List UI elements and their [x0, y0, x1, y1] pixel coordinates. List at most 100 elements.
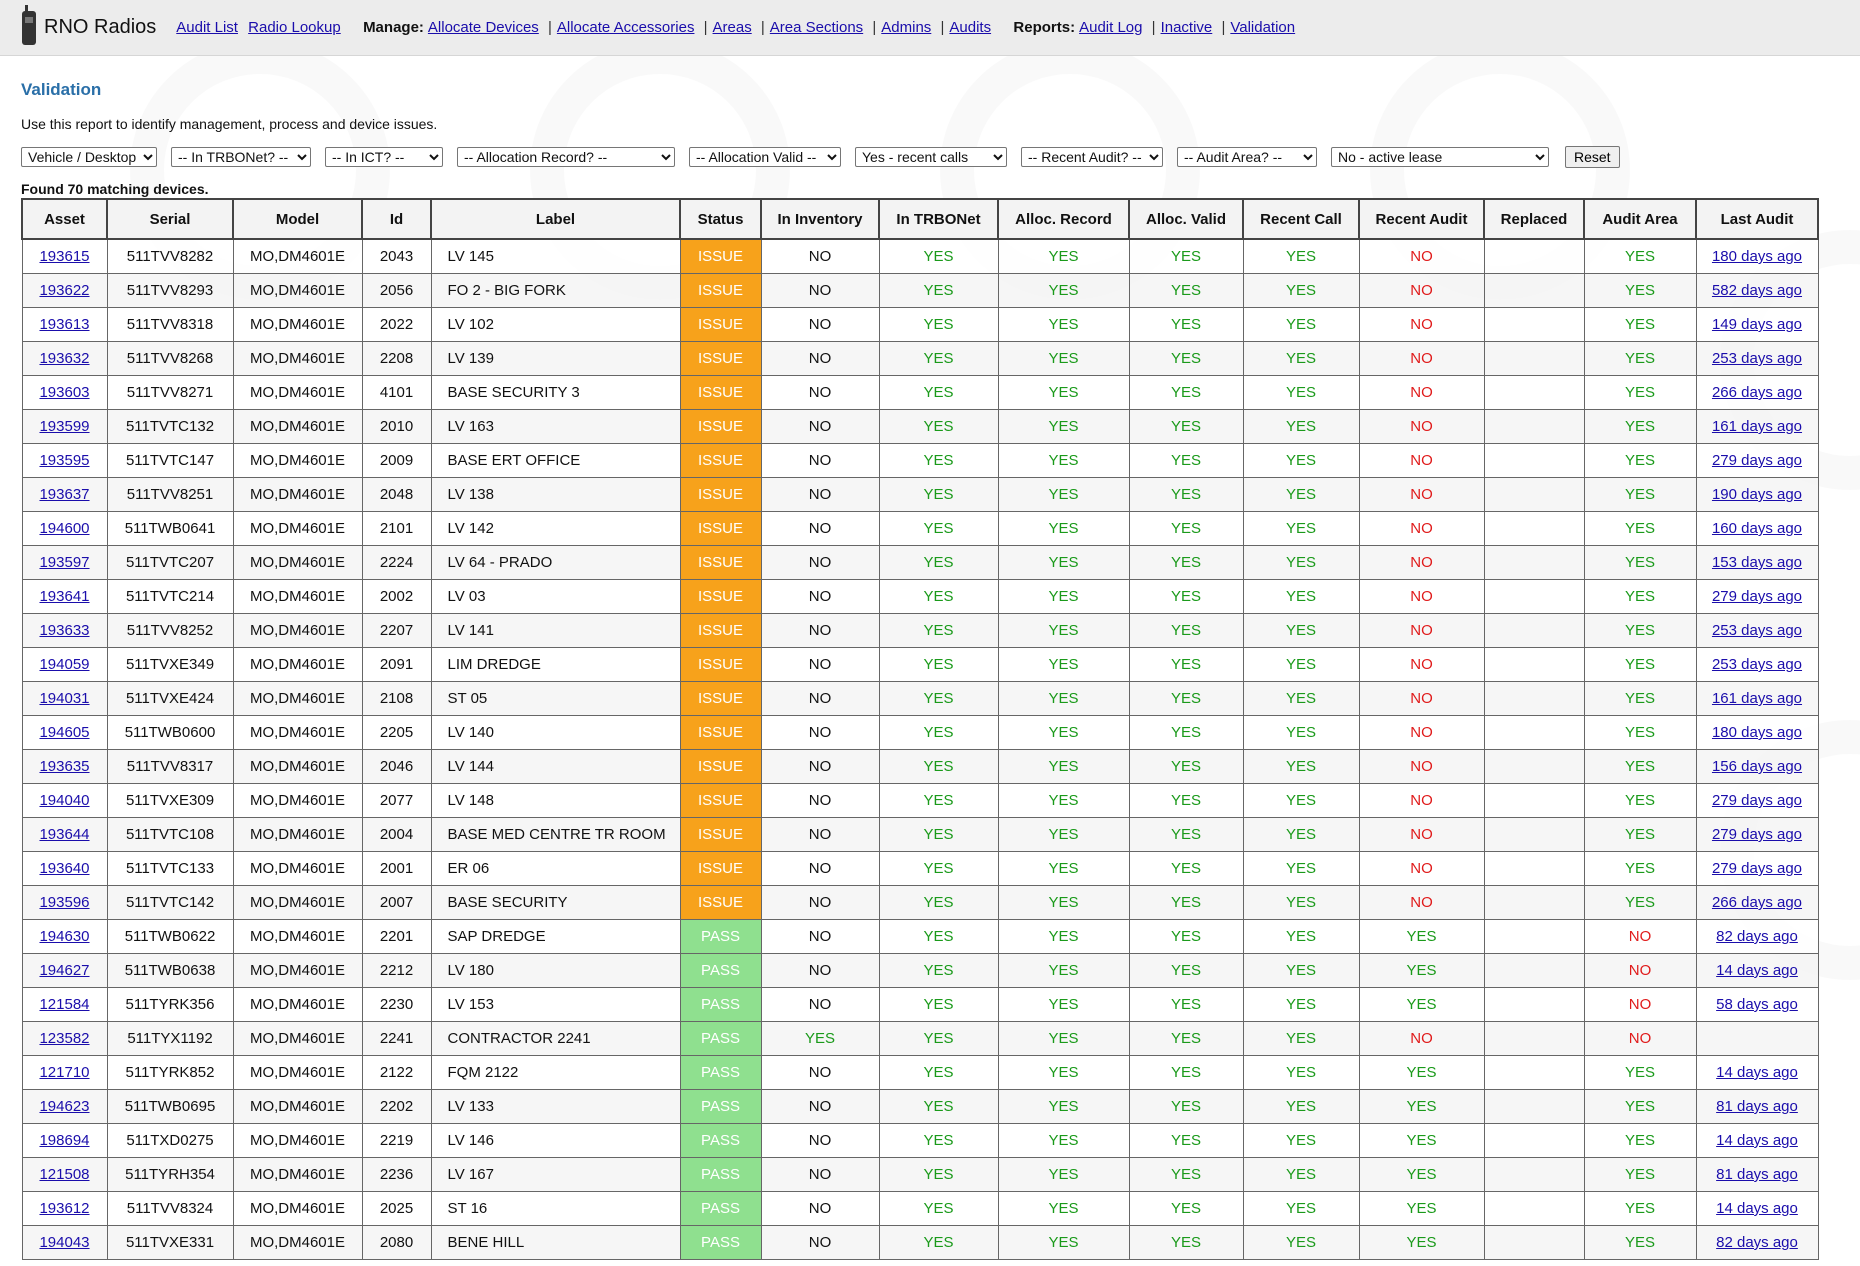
filter-in-trbonet[interactable]: -- In TRBONet? -- [171, 147, 311, 167]
nav-audits[interactable]: Audits [949, 19, 992, 36]
asset-link[interactable]: 193615 [39, 248, 90, 265]
last-audit-link[interactable]: 180 days ago [1711, 248, 1803, 265]
last-audit-link[interactable]: 161 days ago [1711, 690, 1803, 707]
last-audit-link[interactable]: 14 days ago [1716, 1132, 1798, 1149]
nav-audit-log[interactable]: Audit Log [1079, 19, 1143, 36]
asset-link[interactable]: 194031 [39, 690, 90, 707]
asset-link[interactable]: 194040 [39, 792, 90, 809]
last-audit-link[interactable]: 582 days ago [1711, 282, 1803, 299]
asset-link[interactable]: 198694 [39, 1132, 90, 1149]
reset-button[interactable]: Reset [1565, 146, 1620, 168]
asset-link[interactable]: 194623 [39, 1098, 90, 1115]
asset-link[interactable]: 193644 [39, 826, 90, 843]
cell-id: 2077 [361, 783, 432, 818]
asset-link[interactable]: 193633 [39, 622, 90, 639]
last-audit-link[interactable]: 266 days ago [1711, 894, 1803, 911]
asset-link[interactable]: 194600 [39, 520, 90, 537]
nav-areas[interactable]: Areas [712, 19, 752, 36]
asset-link[interactable]: 193595 [39, 452, 90, 469]
asset-link[interactable]: 193622 [39, 282, 90, 299]
last-audit-link[interactable]: 253 days ago [1711, 622, 1803, 639]
cell-status: ISSUE [679, 409, 762, 444]
asset-link[interactable]: 193613 [39, 316, 90, 333]
cell-serial: 511TWB0622 [106, 919, 234, 954]
last-audit-link[interactable]: 266 days ago [1711, 384, 1803, 401]
filter-recent-calls[interactable]: Yes - recent calls [855, 147, 1007, 167]
last-audit-link[interactable]: 279 days ago [1711, 588, 1803, 605]
asset-link[interactable]: 194059 [39, 656, 90, 673]
last-audit-link[interactable]: 14 days ago [1716, 1064, 1798, 1081]
last-audit-link[interactable]: 81 days ago [1716, 1098, 1798, 1115]
cell-in-inventory: NO [760, 545, 880, 580]
asset-link[interactable]: 121710 [39, 1064, 90, 1081]
cell-model: MO,DM4601E [232, 1089, 363, 1124]
asset-link[interactable]: 121508 [39, 1166, 90, 1183]
last-audit-link[interactable]: 14 days ago [1716, 1200, 1798, 1217]
last-audit-link[interactable]: 58 days ago [1716, 996, 1798, 1013]
asset-link[interactable]: 193641 [39, 588, 90, 605]
cell-recent-call: YES [1242, 1225, 1360, 1260]
nav-validation[interactable]: Validation [1230, 19, 1296, 36]
cell-alloc-record: YES [997, 817, 1130, 852]
filter-active-lease[interactable]: No - active lease [1331, 147, 1549, 167]
last-audit-link[interactable]: 149 days ago [1711, 316, 1803, 333]
last-audit-link[interactable]: 153 days ago [1711, 554, 1803, 571]
asset-link[interactable]: 121584 [39, 996, 90, 1013]
cell-label: BASE MED CENTRE TR ROOM [430, 817, 681, 852]
last-audit-link[interactable]: 253 days ago [1711, 350, 1803, 367]
last-audit-link[interactable]: 180 days ago [1711, 724, 1803, 741]
asset-link[interactable]: 193603 [39, 384, 90, 401]
asset-link[interactable]: 193637 [39, 486, 90, 503]
last-audit-link[interactable]: 81 days ago [1716, 1166, 1798, 1183]
asset-link[interactable]: 194605 [39, 724, 90, 741]
asset-link[interactable]: 193597 [39, 554, 90, 571]
nav-allocate-accessories[interactable]: Allocate Accessories [556, 19, 695, 36]
asset-link[interactable]: 193596 [39, 894, 90, 911]
cell-recent-audit: NO [1358, 885, 1485, 920]
last-audit-link[interactable]: 253 days ago [1711, 656, 1803, 673]
last-audit-link[interactable]: 279 days ago [1711, 860, 1803, 877]
nav-radio-lookup[interactable]: Radio Lookup [248, 19, 341, 36]
asset-link[interactable]: 194043 [39, 1234, 90, 1251]
asset-link[interactable]: 194630 [39, 928, 90, 945]
asset-link[interactable]: 193599 [39, 418, 90, 435]
filter-audit-area[interactable]: -- Audit Area? -- [1177, 147, 1317, 167]
nav-area-sections[interactable]: Area Sections [769, 19, 864, 36]
last-audit-link[interactable]: 14 days ago [1716, 962, 1798, 979]
nav-allocate-devices[interactable]: Allocate Devices [427, 19, 539, 36]
cell-asset: 193612 [21, 1191, 108, 1226]
nav-inactive[interactable]: Inactive [1160, 19, 1213, 36]
last-audit-link[interactable]: 279 days ago [1711, 452, 1803, 469]
nav-audit-list[interactable]: Audit List [176, 19, 238, 36]
asset-link[interactable]: 193632 [39, 350, 90, 367]
last-audit-link[interactable]: 82 days ago [1716, 1234, 1798, 1251]
cell-audit-area: YES [1583, 238, 1697, 274]
asset-link[interactable]: 123582 [39, 1030, 90, 1047]
cell-replaced [1483, 1055, 1585, 1090]
asset-link[interactable]: 193640 [39, 860, 90, 877]
cell-in-inventory: NO [760, 987, 880, 1022]
cell-label: LV 139 [430, 341, 681, 376]
filter-recent-audit[interactable]: -- Recent Audit? -- [1021, 147, 1163, 167]
cell-recent-audit: NO [1358, 238, 1485, 274]
last-audit-link[interactable]: 279 days ago [1711, 826, 1803, 843]
last-audit-link[interactable]: 190 days ago [1711, 486, 1803, 503]
filter-allocation-valid[interactable]: -- Allocation Valid -- [689, 147, 841, 167]
last-audit-link[interactable]: 156 days ago [1711, 758, 1803, 775]
asset-link[interactable]: 193612 [39, 1200, 90, 1217]
column-header: Audit Area [1583, 198, 1697, 240]
cell-replaced [1483, 1191, 1585, 1226]
filter-allocation-record[interactable]: -- Allocation Record? -- [457, 147, 675, 167]
nav-admins[interactable]: Admins [881, 19, 932, 36]
last-audit-link[interactable]: 161 days ago [1711, 418, 1803, 435]
last-audit-link[interactable]: 160 days ago [1711, 520, 1803, 537]
asset-link[interactable]: 193635 [39, 758, 90, 775]
last-audit-link[interactable]: 82 days ago [1716, 928, 1798, 945]
asset-link[interactable]: 194627 [39, 962, 90, 979]
last-audit-link[interactable]: 279 days ago [1711, 792, 1803, 809]
filter-in-ict[interactable]: -- In ICT? -- [325, 147, 443, 167]
cell-alloc-valid: YES [1128, 953, 1244, 988]
cell-model: MO,DM4601E [232, 443, 363, 478]
cell-replaced [1483, 238, 1585, 274]
filter-device-type[interactable]: Vehicle / Desktop [21, 147, 157, 167]
